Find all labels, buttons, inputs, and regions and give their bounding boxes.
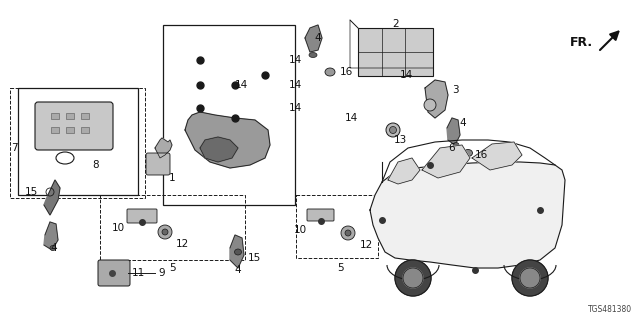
Ellipse shape bbox=[453, 142, 459, 148]
Ellipse shape bbox=[325, 68, 335, 76]
Bar bbox=[163, 25, 295, 205]
Bar bbox=[100, 195, 245, 260]
Text: 12: 12 bbox=[360, 240, 373, 250]
Bar bbox=[51, 113, 59, 119]
Text: 14: 14 bbox=[345, 113, 358, 123]
Text: 10: 10 bbox=[112, 223, 125, 233]
Polygon shape bbox=[422, 145, 470, 178]
Text: 5: 5 bbox=[337, 263, 343, 273]
Polygon shape bbox=[447, 118, 460, 145]
Polygon shape bbox=[425, 80, 448, 118]
Ellipse shape bbox=[345, 230, 351, 236]
Bar bbox=[81, 113, 89, 119]
Text: 14: 14 bbox=[400, 70, 413, 80]
Polygon shape bbox=[200, 137, 238, 162]
Text: 16: 16 bbox=[340, 67, 353, 77]
Polygon shape bbox=[230, 235, 244, 268]
Circle shape bbox=[520, 268, 540, 288]
FancyBboxPatch shape bbox=[35, 102, 113, 150]
Polygon shape bbox=[370, 162, 565, 268]
Polygon shape bbox=[44, 180, 60, 215]
Ellipse shape bbox=[162, 229, 168, 235]
Circle shape bbox=[395, 260, 431, 296]
Ellipse shape bbox=[158, 225, 172, 239]
Text: 7: 7 bbox=[12, 143, 18, 153]
Polygon shape bbox=[388, 158, 420, 184]
Text: 3: 3 bbox=[452, 85, 459, 95]
FancyBboxPatch shape bbox=[127, 209, 157, 223]
Text: 9: 9 bbox=[158, 268, 164, 278]
Polygon shape bbox=[185, 112, 270, 168]
FancyBboxPatch shape bbox=[146, 153, 170, 175]
Bar bbox=[51, 127, 59, 133]
FancyBboxPatch shape bbox=[358, 28, 433, 76]
Text: 14: 14 bbox=[235, 80, 248, 90]
Text: 14: 14 bbox=[289, 55, 302, 65]
Text: 15: 15 bbox=[248, 253, 261, 263]
Text: 1: 1 bbox=[169, 173, 175, 183]
Ellipse shape bbox=[309, 52, 317, 58]
Text: 14: 14 bbox=[289, 80, 302, 90]
Text: 4: 4 bbox=[50, 243, 56, 253]
Ellipse shape bbox=[234, 249, 241, 255]
Polygon shape bbox=[305, 25, 322, 52]
FancyBboxPatch shape bbox=[98, 260, 130, 286]
Bar bbox=[18, 88, 138, 195]
Text: 14: 14 bbox=[289, 103, 302, 113]
Ellipse shape bbox=[463, 149, 472, 156]
Polygon shape bbox=[155, 138, 172, 158]
Bar bbox=[10, 88, 145, 198]
Bar bbox=[66, 113, 74, 119]
Text: FR.: FR. bbox=[570, 36, 593, 49]
Text: TGS481380: TGS481380 bbox=[588, 305, 632, 314]
Polygon shape bbox=[44, 222, 58, 250]
Bar bbox=[81, 127, 89, 133]
Text: 16: 16 bbox=[475, 150, 488, 160]
Bar bbox=[296, 195, 378, 258]
Ellipse shape bbox=[424, 99, 436, 111]
Circle shape bbox=[403, 268, 423, 288]
Bar bbox=[66, 127, 74, 133]
Text: 4: 4 bbox=[315, 33, 321, 43]
FancyBboxPatch shape bbox=[307, 209, 334, 221]
Ellipse shape bbox=[386, 123, 400, 137]
Ellipse shape bbox=[390, 126, 397, 133]
Text: 2: 2 bbox=[393, 19, 399, 29]
Text: 4: 4 bbox=[460, 118, 467, 128]
Text: 8: 8 bbox=[92, 160, 99, 170]
Circle shape bbox=[512, 260, 548, 296]
Text: 5: 5 bbox=[169, 263, 175, 273]
Text: 15: 15 bbox=[25, 187, 38, 197]
Ellipse shape bbox=[341, 226, 355, 240]
Text: 4: 4 bbox=[235, 265, 241, 275]
Text: 6: 6 bbox=[448, 143, 454, 153]
Text: 11: 11 bbox=[132, 268, 145, 278]
Text: 12: 12 bbox=[176, 239, 189, 249]
Ellipse shape bbox=[50, 245, 56, 251]
Text: 10: 10 bbox=[294, 225, 307, 235]
Polygon shape bbox=[472, 142, 522, 170]
Text: 13: 13 bbox=[394, 135, 406, 145]
